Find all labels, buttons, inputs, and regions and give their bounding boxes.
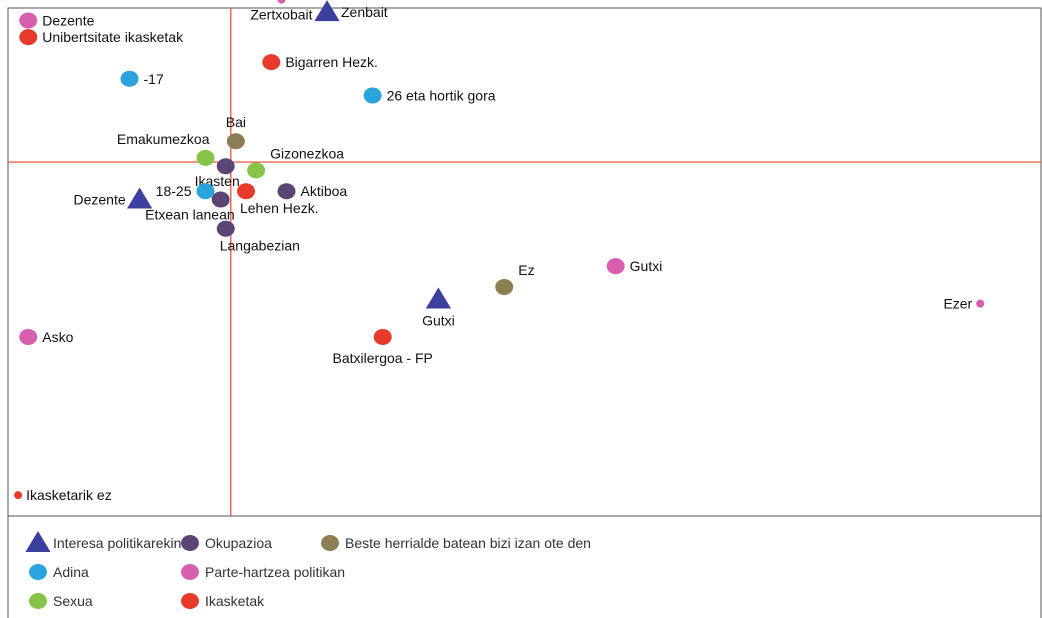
point-label-16: Langabezian	[220, 238, 300, 254]
point-label-4: Zenbait	[341, 4, 388, 20]
point-label-17: Gutxi	[630, 258, 663, 274]
point-marker-0	[19, 12, 38, 29]
point-label-13: Etxean lanean	[145, 207, 235, 223]
point-marker-11	[196, 183, 215, 200]
point-label-8: Emakumezkoa	[117, 131, 210, 147]
point-label-11: 18-25	[156, 183, 192, 199]
point-label-23: Ikasketarik ez	[26, 487, 112, 503]
legend-label-okupazioa: Okupazioa	[205, 535, 272, 551]
point-marker-10	[247, 162, 266, 179]
legend: Interesa politikarekin Adina Sexua Okupazio…	[25, 531, 591, 609]
point-marker-3	[277, 0, 286, 4]
point-marker-12	[127, 187, 153, 209]
point-marker-1	[19, 29, 38, 46]
legend-marker-ikasketak	[181, 593, 199, 609]
point-label-21: Asko	[42, 329, 73, 345]
point-marker-7	[226, 133, 245, 150]
point-marker-21	[19, 328, 38, 345]
point-marker-19	[425, 287, 452, 309]
point-marker-15	[277, 183, 296, 200]
point-label-0: Dezente	[42, 12, 94, 28]
legend-label-herrialde: Beste herrialde batean bizi izan ote den	[345, 535, 591, 551]
point-marker-5	[262, 54, 281, 71]
point-label-5: Bigarren Hezk.	[285, 54, 378, 70]
point-label-7: Bai	[226, 114, 246, 130]
legend-marker-okupazioa	[181, 535, 199, 551]
point-marker-20	[976, 299, 985, 308]
legend-marker-adina	[29, 564, 47, 580]
point-label-15: Aktiboa	[301, 183, 348, 199]
point-label-2: -17	[144, 71, 164, 87]
legend-label-sexua: Sexua	[53, 593, 93, 609]
point-label-19: Gutxi	[422, 312, 455, 328]
point-marker-14	[236, 183, 255, 200]
point-marker-13	[211, 191, 230, 208]
point-marker-23	[14, 491, 23, 500]
point-marker-6	[363, 87, 382, 104]
point-label-1: Unibertsitate ikasketak	[42, 29, 184, 45]
point-marker-4	[314, 0, 340, 22]
legend-label-interesa: Interesa politikarekin	[53, 535, 181, 551]
point-label-22: Batxilergoa - FP	[333, 350, 433, 366]
point-label-12: Dezente	[74, 192, 126, 208]
point-marker-2	[120, 70, 139, 87]
point-marker-9	[216, 158, 235, 175]
legend-marker-interesa	[25, 531, 51, 552]
point-label-6: 26 eta hortik gora	[387, 87, 496, 103]
legend-label-parte: Parte-hartzea politikan	[205, 564, 345, 580]
point-label-18: Ez	[518, 262, 534, 278]
point-label-3: Zertxobait	[250, 7, 312, 23]
point-marker-18	[495, 278, 514, 295]
point-marker-17	[606, 258, 625, 275]
legend-marker-herrialde	[321, 535, 339, 551]
point-label-10: Gizonezkoa	[270, 145, 344, 161]
point-label-20: Ezer	[943, 296, 972, 312]
point-marker-8	[196, 149, 215, 166]
legend-marker-parte	[181, 564, 199, 580]
legend-label-adina: Adina	[53, 564, 89, 580]
legend-marker-sexua	[29, 593, 47, 609]
plot-frame	[7, 7, 1042, 517]
point-marker-16	[216, 220, 235, 237]
legend-label-ikasketak: Ikasketak	[205, 593, 265, 609]
point-label-14: Lehen Hezk.	[240, 200, 319, 216]
point-marker-22	[373, 328, 392, 345]
